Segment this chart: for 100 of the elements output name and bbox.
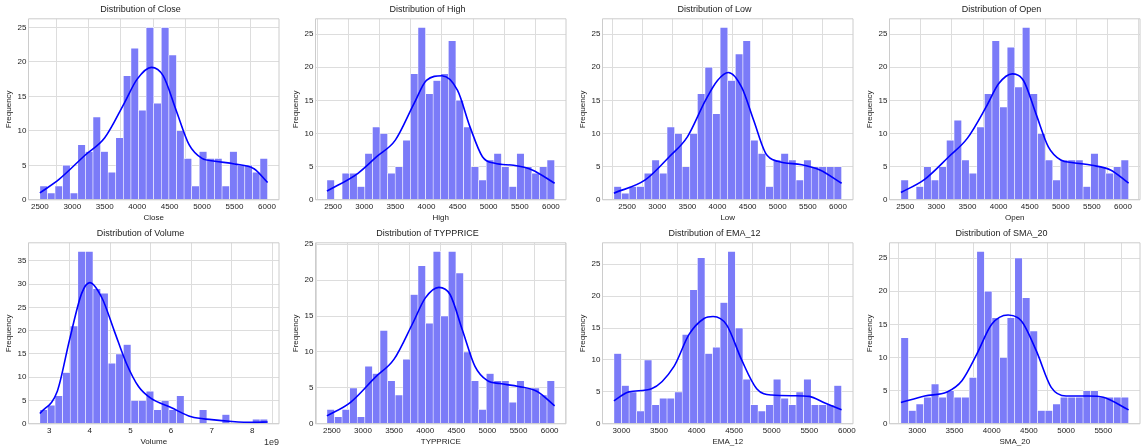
y-tick-label: 10: [304, 347, 315, 357]
y-tick-label: 15: [591, 95, 602, 105]
x-axis-title: EMA_12: [712, 437, 744, 447]
x-tick-label: 3500: [386, 201, 405, 211]
y-tick-label: 25: [878, 29, 889, 39]
y-tick-label: 15: [17, 91, 28, 101]
y-tick-label: 5: [596, 387, 602, 397]
x-tick-label: 4500: [1019, 425, 1039, 435]
y-tick-label: 0: [596, 419, 602, 428]
y-tick-label: 25: [304, 29, 315, 39]
y-tick-label: 10: [304, 128, 315, 138]
x-tick-label: 5500: [509, 425, 528, 435]
y-tick-label: 15: [878, 95, 889, 105]
y-axis-title: Frequency: [578, 314, 587, 353]
y-tick-label: 5: [22, 395, 28, 405]
y-axis-title: Frequency: [291, 90, 300, 129]
x-tick-label: 4000: [687, 425, 707, 435]
y-tick-label: 15: [591, 323, 602, 333]
chart-title: Distribution of EMA_12: [668, 227, 761, 238]
y-tick-label: 20: [17, 57, 28, 67]
x-tick-label: 4000: [708, 201, 727, 211]
chart-title: Distribution of Low: [677, 3, 753, 14]
y-axis-title: Frequency: [4, 314, 13, 353]
x-tick-label: 5500: [510, 201, 530, 211]
x-tick-label: 3: [46, 425, 52, 435]
y-tick-label: 25: [591, 259, 602, 269]
y-axis-title: Frequency: [578, 90, 587, 129]
x-tick-label: 3000: [927, 201, 946, 211]
x-tick-label: 6000: [1114, 201, 1133, 211]
x-tick-label: 5000: [1057, 425, 1076, 435]
chart-title: Distribution of High: [389, 3, 466, 14]
x-tick-label: 4500: [738, 201, 758, 211]
x-axis-title: Open: [1004, 213, 1025, 223]
x-tick-label: 5000: [768, 201, 788, 211]
chart-title: Distribution of Volume: [96, 227, 185, 238]
y-tick-label: 20: [878, 286, 889, 296]
x-tick-label: 3500: [650, 425, 669, 435]
x-tick-label: 3000: [355, 201, 374, 211]
y-tick-label: 15: [17, 349, 28, 359]
chart-title: Distribution of SMA_20: [955, 227, 1048, 238]
x-tick-label: 4500: [1020, 201, 1040, 211]
x-tick-label: 5500: [225, 201, 244, 211]
y-tick-label: 25: [591, 29, 602, 39]
y-tick-label: 0: [883, 195, 889, 204]
y-tick-label: 0: [22, 195, 28, 204]
x-tick-label: 3500: [385, 425, 404, 435]
x-tick-label: 5500: [1083, 201, 1102, 211]
y-tick-label: 5: [22, 160, 28, 170]
y-tick-label: 20: [17, 325, 28, 335]
x-tick-label: 2500: [322, 425, 342, 435]
x-tick-label: 3500: [95, 201, 115, 211]
text: 1e9: [263, 436, 279, 447]
x-tick-label: 5: [128, 425, 134, 435]
y-axis-title: Frequency: [4, 90, 13, 129]
y-tick-label: 0: [596, 195, 602, 204]
y-tick-label: 15: [878, 319, 889, 329]
x-axis-title: Close: [143, 213, 165, 223]
x-axis-title: SMA_20: [999, 437, 1031, 447]
y-tick-label: 25: [878, 253, 889, 263]
x-tick-label: 2500: [618, 201, 637, 211]
y-tick-label: 35: [17, 255, 28, 265]
x-tick-label: 5500: [798, 201, 818, 211]
chart-title: Distribution of TYPPRICE: [376, 227, 479, 238]
y-axis-title: Frequency: [291, 314, 300, 353]
y-tick-label: 20: [304, 275, 315, 285]
x-axis-title: Low: [720, 213, 736, 223]
x-axis-title: TYPPRICE: [420, 437, 461, 447]
y-tick-label: 25: [304, 239, 315, 249]
y-tick-label: 0: [22, 419, 28, 428]
x-tick-label: 2500: [896, 201, 915, 211]
x-tick-label: 6000: [541, 201, 561, 211]
y-axis-title: Frequency: [865, 314, 874, 353]
x-tick-label: 5500: [800, 425, 819, 435]
x-tick-label: 3000: [648, 201, 667, 211]
y-tick-label: 30: [17, 279, 28, 289]
y-tick-label: 20: [591, 291, 602, 301]
y-tick-label: 5: [309, 161, 315, 171]
x-tick-label: 4000: [416, 425, 435, 435]
x-tick-label: 6000: [540, 425, 560, 435]
x-tick-label: 5000: [762, 425, 782, 435]
x-tick-label: 4: [87, 425, 93, 435]
y-tick-label: 20: [591, 62, 602, 72]
x-tick-label: 5500: [1094, 425, 1113, 435]
y-tick-label: 10: [591, 128, 602, 138]
y-tick-label: 20: [304, 62, 315, 72]
x-tick-label: 4500: [160, 201, 180, 211]
y-tick-label: 15: [304, 95, 315, 105]
x-tick-label: 5000: [193, 201, 212, 211]
y-tick-label: 15: [304, 311, 315, 321]
y-tick-label: 10: [17, 126, 28, 136]
y-tick-label: 10: [591, 355, 602, 365]
x-axis-title: High: [432, 213, 449, 223]
chart-title: Distribution of Open: [961, 3, 1042, 14]
x-tick-label: 3000: [354, 425, 373, 435]
x-tick-label: 3500: [945, 425, 964, 435]
y-tick-label: 20: [878, 62, 889, 72]
x-tick-label: 4000: [417, 201, 436, 211]
x-tick-label: 6: [168, 425, 174, 435]
x-tick-label: 6000: [837, 425, 857, 435]
y-tick-label: 5: [883, 385, 889, 395]
